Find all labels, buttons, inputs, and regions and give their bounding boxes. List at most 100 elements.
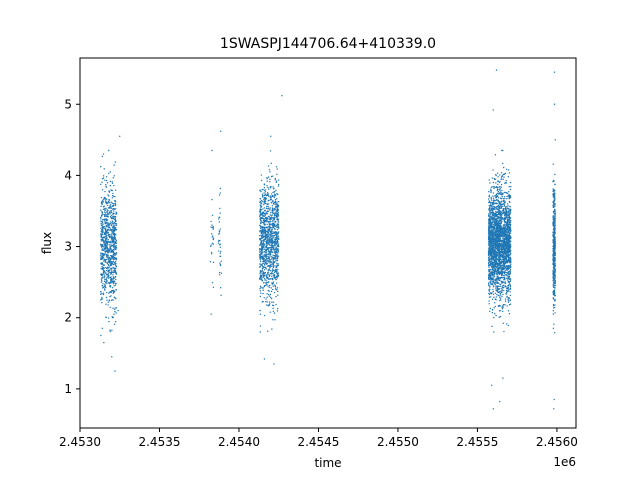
- data-point: [497, 258, 500, 260]
- data-point: [553, 201, 555, 204]
- data-point: [506, 272, 509, 274]
- data-point: [263, 230, 266, 232]
- data-point: [554, 196, 556, 198]
- data-point: [263, 199, 265, 201]
- data-point: [499, 299, 501, 302]
- data-point: [490, 277, 493, 280]
- data-point: [262, 226, 265, 228]
- data-point: [113, 202, 115, 205]
- data-point: [264, 238, 267, 241]
- data-point: [496, 249, 498, 251]
- data-point: [499, 232, 502, 234]
- data-point: [270, 273, 273, 275]
- data-point: [488, 273, 490, 276]
- data-point: [111, 235, 113, 237]
- data-point: [262, 254, 264, 256]
- data-point: [491, 205, 493, 208]
- data-point: [500, 247, 502, 250]
- data-point: [509, 303, 512, 305]
- data-point: [491, 235, 494, 237]
- data-point: [261, 216, 263, 219]
- data-point: [261, 279, 264, 282]
- data-point: [260, 263, 262, 266]
- data-point: [267, 205, 270, 208]
- data-point: [265, 219, 267, 222]
- data-point: [275, 282, 278, 284]
- data-point: [267, 304, 269, 306]
- data-point: [109, 213, 111, 215]
- data-point: [498, 230, 501, 232]
- data-point: [259, 217, 262, 220]
- data-point: [265, 275, 268, 277]
- data-point: [277, 201, 280, 203]
- data-point: [552, 286, 555, 289]
- data-point: [266, 241, 269, 243]
- data-point: [109, 291, 111, 293]
- data-point: [498, 202, 500, 204]
- data-point: [492, 230, 494, 233]
- data-point: [265, 249, 268, 251]
- data-point: [492, 279, 495, 281]
- data-point: [102, 260, 105, 262]
- data-point: [269, 234, 272, 237]
- data-point: [101, 280, 103, 282]
- data-point: [500, 172, 503, 174]
- data-point: [500, 225, 503, 228]
- data-point: [506, 207, 508, 210]
- data-point: [502, 254, 505, 256]
- data-point: [509, 217, 511, 219]
- data-point: [507, 249, 510, 252]
- data-point: [495, 260, 497, 262]
- data-point: [491, 312, 494, 314]
- data-point: [498, 237, 500, 239]
- data-point: [496, 258, 499, 260]
- data-point: [275, 295, 277, 298]
- data-point: [105, 236, 107, 238]
- data-point: [113, 290, 116, 293]
- data-point: [504, 196, 506, 198]
- data-point: [212, 261, 215, 264]
- data-point: [490, 191, 492, 194]
- data-point: [105, 245, 108, 248]
- data-point: [261, 226, 264, 229]
- data-point: [493, 225, 495, 227]
- data-point: [275, 260, 277, 262]
- data-point: [113, 235, 116, 238]
- data-point: [268, 238, 270, 240]
- data-point: [108, 195, 110, 197]
- data-point: [493, 178, 495, 180]
- data-point: [261, 196, 264, 198]
- data-point: [114, 268, 116, 271]
- data-point: [267, 260, 270, 262]
- data-point: [494, 305, 496, 308]
- data-point: [270, 221, 272, 223]
- data-point: [266, 194, 268, 197]
- data-point: [492, 213, 494, 215]
- data-point: [500, 191, 502, 194]
- data-point: [506, 234, 509, 236]
- data-point: [505, 248, 507, 250]
- data-point: [219, 262, 221, 264]
- data-point: [277, 183, 280, 186]
- data-point: [273, 196, 276, 199]
- data-point: [504, 228, 506, 230]
- data-point: [503, 289, 505, 292]
- data-point: [107, 317, 110, 319]
- data-point: [264, 279, 266, 281]
- data-point: [113, 267, 115, 270]
- data-point: [263, 263, 266, 265]
- data-point: [100, 223, 102, 225]
- data-point: [274, 231, 277, 234]
- data-point: [107, 264, 110, 266]
- data-point: [218, 221, 221, 223]
- data-point: [508, 257, 510, 259]
- data-point: [495, 226, 498, 229]
- data-point: [115, 257, 117, 259]
- data-point: [272, 265, 274, 268]
- data-point: [108, 206, 110, 209]
- data-point: [499, 283, 502, 286]
- data-point: [262, 292, 264, 295]
- data-point: [508, 194, 511, 197]
- data-point: [504, 278, 506, 281]
- data-point: [99, 165, 102, 168]
